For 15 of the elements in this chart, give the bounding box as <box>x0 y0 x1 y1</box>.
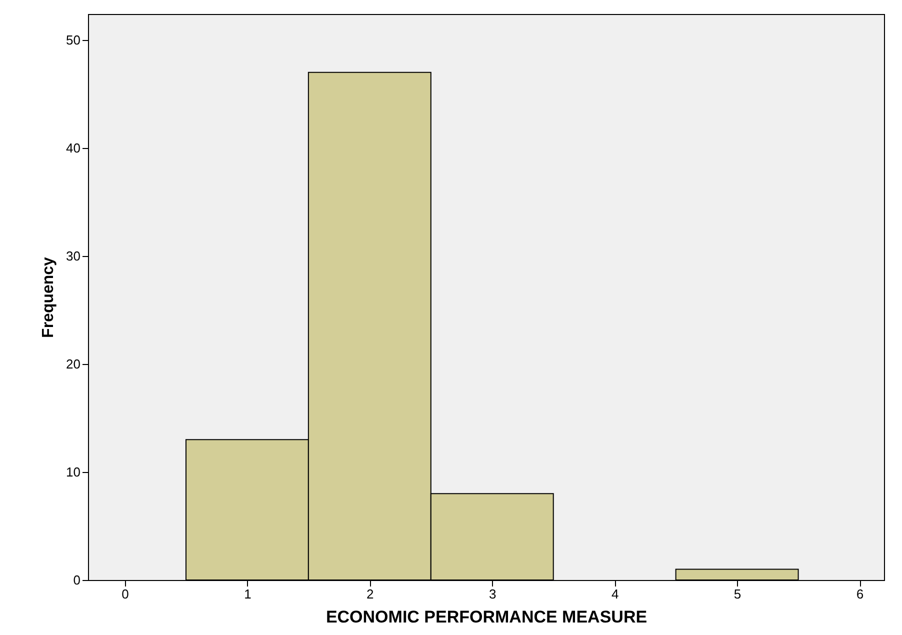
y-tick-label: 0 <box>73 572 80 588</box>
y-tick-label: 10 <box>66 464 80 480</box>
x-axis-title: ECONOMIC PERFORMANCE MEASURE <box>326 608 648 626</box>
y-axis-title: Frequency <box>40 256 58 338</box>
x-tick-label: 1 <box>244 586 252 602</box>
y-tick-label: 40 <box>66 140 80 156</box>
x-tick-label: 0 <box>122 586 129 602</box>
x-tick-label: 5 <box>734 586 742 602</box>
x-tick-label: 6 <box>856 586 864 602</box>
x-tick-label: 4 <box>611 586 619 602</box>
x-tick-label: 2 <box>366 586 374 602</box>
x-tick-label: 3 <box>489 586 496 602</box>
y-tick-label: 30 <box>66 248 80 264</box>
y-tick-label: 20 <box>66 356 80 372</box>
y-tick-label: 50 <box>66 32 80 48</box>
